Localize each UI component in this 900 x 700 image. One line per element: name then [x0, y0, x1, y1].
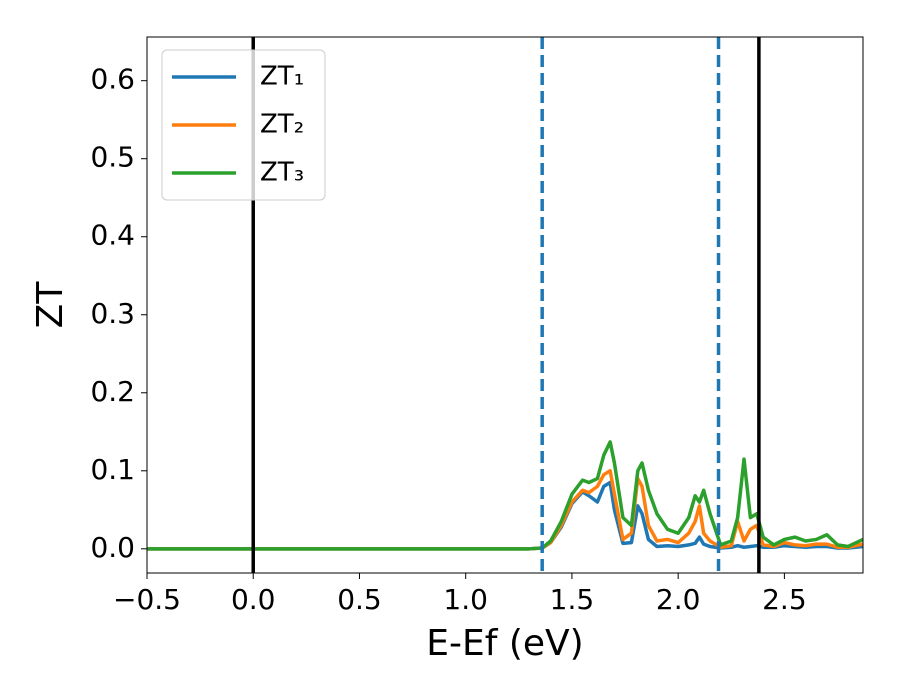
y-tick-label: 0.1 — [90, 453, 135, 486]
legend-label: ZT₁ — [260, 62, 304, 92]
x-axis-label: E-Ef (eV) — [426, 623, 583, 664]
y-tick-label: 0.6 — [90, 63, 135, 96]
y-tick-label: 0.4 — [90, 219, 135, 252]
plot-frame — [146, 36, 864, 574]
series-line — [147, 440, 863, 551]
x-tick-label: 2.5 — [762, 583, 807, 616]
x-tick-label: 0.5 — [337, 583, 382, 616]
x-tick-label: 2.0 — [656, 583, 701, 616]
x-tick-label: −0.5 — [113, 583, 181, 616]
legend-box — [161, 49, 326, 201]
x-tick-label: 1.0 — [443, 583, 488, 616]
legend: ZT₁ ZT₂ ZT₃ — [161, 49, 326, 201]
legend-label: ZT₂ — [260, 110, 304, 140]
y-tick-label: 0.5 — [90, 141, 135, 174]
y-tick-label: 0.0 — [90, 531, 135, 564]
x-tick-label: 1.5 — [550, 583, 595, 616]
y-tick-label: 0.2 — [90, 375, 135, 408]
y-tick-label: 0.3 — [90, 297, 135, 330]
x-tick-label: 0.0 — [231, 583, 276, 616]
y-axis-label: ZT — [30, 281, 71, 329]
legend-label: ZT₃ — [260, 158, 304, 188]
